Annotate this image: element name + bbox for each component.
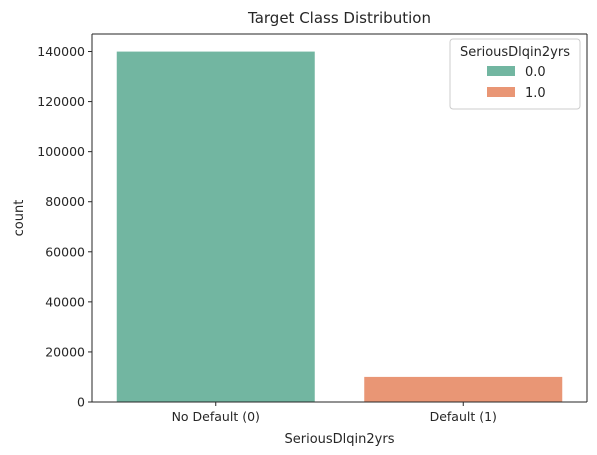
legend-label-1: 1.0 — [525, 86, 546, 101]
y-tick-label-1: 20000 — [45, 344, 85, 359]
y-tick-label-4: 80000 — [45, 194, 85, 209]
plot-area: 020000400006000080000100000120000140000 … — [37, 33, 588, 424]
y-axis-ticks: 0 20000 40000 60000 80000 100000 120000 140000 — [37, 44, 92, 410]
y-tick-label-0: 0 — [77, 395, 85, 410]
y-tick-label-7: 140000 — [37, 44, 85, 59]
x-tick-label-0: No Default (0) — [172, 409, 260, 424]
chart-title: Target Class Distribution — [247, 9, 431, 27]
bars-group — [116, 51, 563, 402]
y-tick-label-5: 100000 — [37, 144, 85, 159]
legend: SeriousDlqin2yrs 0.01.0 — [449, 38, 581, 110]
legend-swatch-0 — [487, 66, 515, 76]
legend-label-0: 0.0 — [525, 65, 546, 80]
legend-title: SeriousDlqin2yrs — [460, 45, 570, 60]
legend-swatch-1 — [487, 87, 515, 97]
bar-1 — [364, 376, 563, 402]
y-tick-label-3: 60000 — [45, 244, 85, 259]
bar-0 — [116, 51, 315, 402]
x-axis-label: SeriousDlqin2yrs — [285, 432, 395, 447]
y-axis-label: count — [12, 200, 27, 237]
y-tick-label-2: 40000 — [45, 294, 85, 309]
x-axis-ticks: No Default (0) Default (1) — [172, 402, 497, 424]
legend-entries: 0.01.0 — [487, 65, 546, 101]
x-tick-label-1: Default (1) — [430, 409, 497, 424]
y-tick-label-6: 120000 — [37, 94, 85, 109]
